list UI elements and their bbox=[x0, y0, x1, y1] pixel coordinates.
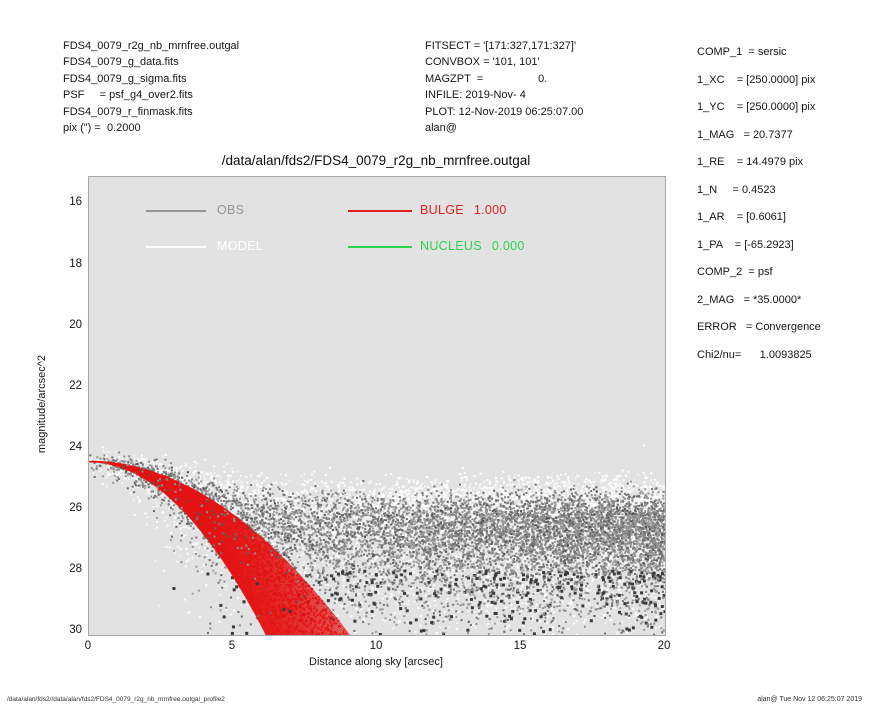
info-line: FDS4_0079_r_finmask.fits bbox=[63, 105, 193, 118]
info-line: alan@ bbox=[425, 122, 457, 135]
y-tick-label: 20 bbox=[69, 318, 82, 331]
y-tick-label: 16 bbox=[69, 196, 82, 209]
info-line: PSF = psf_g4_over2.fits bbox=[63, 89, 193, 102]
y-axis-label: magnitude/arcsec^2 bbox=[36, 354, 48, 454]
x-tick-label: 15 bbox=[513, 640, 527, 652]
param-line: 1_YC = [250.0000] pix bbox=[697, 101, 816, 113]
model-legend-line bbox=[146, 246, 206, 248]
info-line: PLOT: 12-Nov-2019 06:25:07.00 bbox=[425, 105, 584, 118]
bulge-legend-line bbox=[348, 210, 412, 212]
info-line: INFILE: 2019-Nov- 4 bbox=[425, 89, 526, 102]
param-line: 1_XC = [250.0000] pix bbox=[697, 73, 816, 86]
plot-area: OBS MODEL BULGE 1.000 NUCLEUS 0.000 bbox=[88, 176, 666, 636]
param-line: ERROR = Convergence bbox=[697, 321, 821, 333]
x-tick-label: 5 bbox=[228, 640, 236, 652]
y-tick-label: 28 bbox=[69, 562, 82, 575]
y-tick-label: 22 bbox=[69, 379, 82, 392]
x-axis-label: Distance along sky [arcsec] bbox=[309, 656, 443, 668]
input-files-block: FDS4_0079_r2g_nb_mrnfree.outgal FDS4_0079… bbox=[63, 38, 239, 136]
param-line: 2_MAG = *35.0000* bbox=[697, 293, 802, 306]
info-line: FDS4_0079_g_data.fits bbox=[63, 56, 179, 69]
y-tick-label: 26 bbox=[69, 501, 82, 514]
fit-settings-block: FITSECT = '[171:327,171:327]' CONVBOX = '… bbox=[425, 38, 583, 136]
footer-user-timestamp: alan@ Tue Nov 12 06:25:07 2019 bbox=[757, 696, 862, 703]
nucleus-legend-line bbox=[348, 246, 412, 248]
param-line: 1_AR = [0.6061] bbox=[697, 211, 786, 223]
param-line: 1_PA = [-65.2923] bbox=[697, 238, 794, 251]
info-line: pix (") = 0.2000 bbox=[63, 122, 141, 135]
info-line: FDS4_0079_r2g_nb_mrnfree.outgal bbox=[63, 40, 240, 52]
param-line: Chi2/nu= 1.0093825 bbox=[697, 348, 812, 361]
fit-parameters-block: COMP_1 = sersic 1_XC = [250.0000] pix 1_YC… bbox=[697, 46, 821, 376]
x-tick-label: 20 bbox=[657, 640, 671, 652]
obs-legend-label: OBS bbox=[217, 203, 245, 217]
obs-legend-line bbox=[146, 210, 206, 212]
param-line: 1_MAG = 20.7377 bbox=[697, 128, 793, 141]
y-tick-label: 24 bbox=[69, 440, 82, 453]
y-tick-label: 18 bbox=[69, 257, 82, 270]
param-line: COMP_1 = sersic bbox=[697, 46, 787, 58]
info-line: FDS4_0079_g_sigma.fits bbox=[63, 72, 187, 85]
param-line: 1_RE = 14.4979 pix bbox=[697, 156, 804, 168]
info-line: CONVBOX = '101, 101' bbox=[425, 56, 540, 69]
param-line: 1_N = 0.4523 bbox=[697, 183, 776, 196]
x-tick-label: 0 bbox=[84, 640, 92, 652]
info-line: FITSECT = '[171:327,171:327]' bbox=[425, 40, 577, 52]
y-tick-label: 30 bbox=[69, 623, 82, 636]
scatter-canvas bbox=[89, 177, 665, 635]
info-line: MAGZPT = 0. bbox=[425, 72, 548, 85]
bulge-legend-label: BULGE 1.000 bbox=[420, 203, 507, 217]
x-tick-label: 10 bbox=[369, 640, 383, 652]
plot-title: /data/alan/fds2/FDS4_0079_r2g_nb_mrnfree… bbox=[221, 153, 531, 168]
footer-output-path: /data/alan/fds2//data/alan/fds2/FDS4_007… bbox=[7, 696, 225, 703]
nucleus-legend-label: NUCLEUS 0.000 bbox=[420, 239, 525, 253]
param-line: COMP_2 = psf bbox=[697, 266, 773, 278]
model-legend-label: MODEL bbox=[217, 239, 263, 253]
